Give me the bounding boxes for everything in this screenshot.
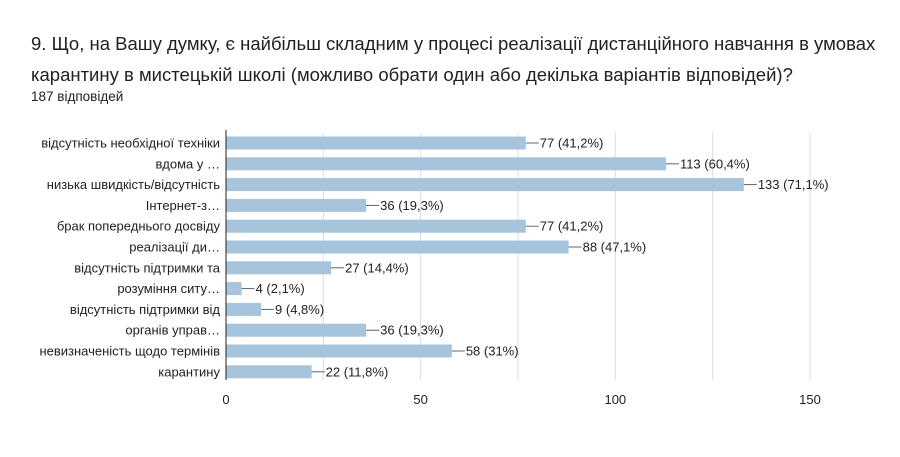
- category-label: розуміння ситу…: [117, 281, 220, 296]
- data-label: 113 (60,4%): [680, 156, 750, 171]
- bar: [226, 136, 526, 150]
- bar: [226, 219, 526, 233]
- data-label: 9 (4,8%): [275, 302, 324, 317]
- data-label: 36 (19,3%): [380, 198, 444, 213]
- category-label: карантину: [158, 364, 220, 379]
- category-label: відсутність необхідної техніки: [41, 136, 220, 151]
- x-tick-label: 150: [799, 392, 821, 407]
- data-label: 77 (41,2%): [540, 136, 604, 151]
- category-label: невизначеність щодо термінів: [39, 344, 220, 359]
- category-label: Інтернет-з…: [146, 198, 220, 213]
- x-tick-label: 0: [222, 392, 229, 407]
- bars: [226, 136, 744, 379]
- category-label: реалізації ди…: [129, 240, 220, 255]
- data-label: 4 (2,1%): [256, 281, 305, 296]
- category-label: відсутність підтримки та: [74, 260, 221, 275]
- data-label: 22 (11,8%): [326, 364, 389, 379]
- bar: [226, 240, 569, 254]
- bar: [226, 302, 262, 316]
- bar: [226, 198, 367, 212]
- category-label: брак попереднього досвіду: [57, 219, 221, 234]
- data-label: 27 (14,4%): [345, 260, 409, 275]
- grid-lines: [322, 133, 811, 380]
- data-label: 36 (19,3%): [380, 323, 444, 338]
- bar: [226, 157, 666, 171]
- category-label: вдома у …: [156, 156, 220, 171]
- x-tick-label: 100: [604, 392, 626, 407]
- category-label: низька швидкість/відсутність: [47, 177, 220, 192]
- bar: [226, 261, 332, 275]
- chart-title: 9. Що, на Вашу думку, є найбільш складни…: [31, 33, 876, 85]
- bar: [226, 365, 312, 379]
- bar: [226, 344, 452, 358]
- bar: [226, 282, 242, 296]
- bar: [226, 178, 744, 192]
- x-tick-label: 50: [413, 392, 427, 407]
- response-count: 187 відповідей: [31, 89, 124, 104]
- data-label: 88 (47,1%): [583, 240, 647, 255]
- data-label: 77 (41,2%): [540, 219, 604, 234]
- data-label: 58 (31%): [466, 344, 519, 359]
- category-label: відсутність підтримки від: [70, 302, 220, 317]
- labels: 0 50 100 150 77 (41,2%) 113 (60,4%) 133 (71,1%…: [39, 136, 828, 408]
- data-label: 133 (71,1%): [758, 177, 829, 192]
- category-label: органів управ…: [125, 323, 220, 338]
- bar: [226, 323, 367, 337]
